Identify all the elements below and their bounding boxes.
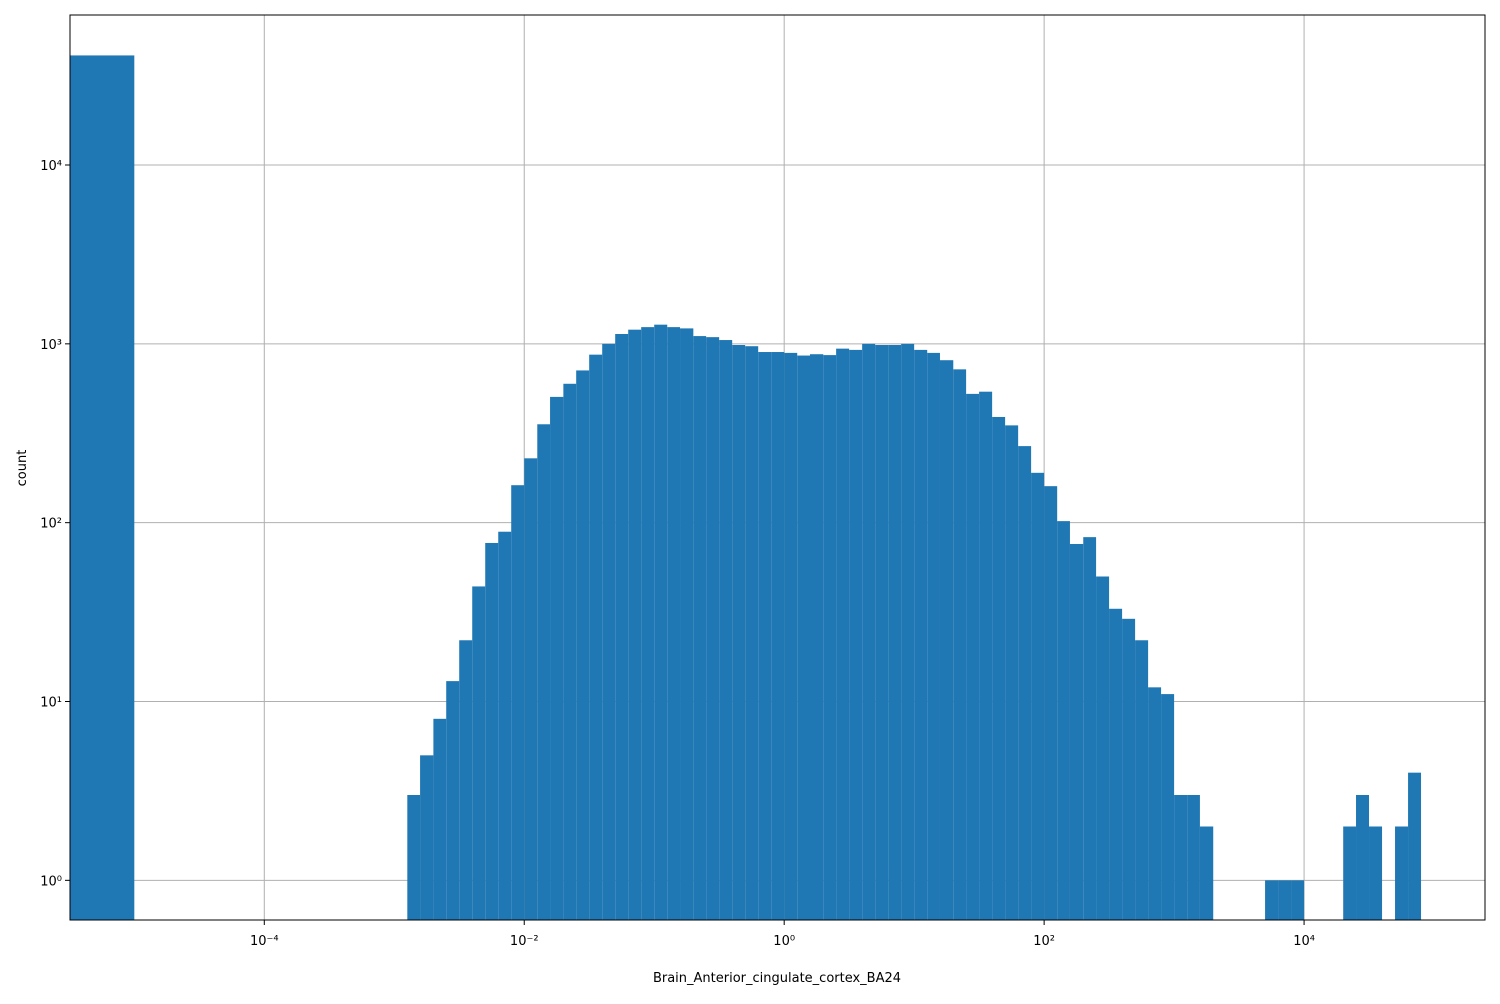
- bar: [1278, 880, 1292, 920]
- bar: [498, 531, 512, 920]
- y-tick-label: 10⁰: [40, 874, 62, 889]
- y-tick-label: 10¹: [40, 695, 62, 710]
- bar: [849, 349, 863, 921]
- bar: [823, 355, 837, 921]
- bar: [888, 345, 902, 920]
- bar: [939, 360, 954, 920]
- bar: [875, 345, 889, 920]
- plot-frame: [69, 14, 1486, 921]
- bar: [979, 391, 993, 920]
- bar: [459, 640, 473, 920]
- y-tick-label: 10²: [40, 517, 62, 532]
- bar: [420, 755, 434, 920]
- bar: [992, 416, 1006, 920]
- y-axis-label: count: [15, 450, 30, 487]
- bar: [1148, 687, 1162, 920]
- bar: [1291, 880, 1305, 920]
- bar: [784, 352, 798, 920]
- bar: [1265, 880, 1279, 920]
- x-tick-label: 10⁰: [773, 934, 795, 949]
- bar: [1122, 618, 1136, 920]
- bar: [576, 370, 590, 920]
- x-axis-label: Brain_Anterior_cingulate_cortex_BA24: [653, 971, 901, 986]
- bar: [914, 349, 928, 921]
- bar: [836, 348, 850, 920]
- bar: [641, 327, 655, 921]
- y-tick-label: 10³: [40, 338, 62, 353]
- bar: [1031, 472, 1045, 920]
- bar: [602, 343, 616, 920]
- bar: [628, 329, 642, 920]
- bar: [810, 354, 824, 921]
- bar: [862, 343, 876, 920]
- bar: [654, 324, 668, 920]
- x-tick-label: 10²: [1033, 934, 1055, 949]
- bar: [1018, 446, 1032, 920]
- bar: [1343, 826, 1357, 920]
- bar: [70, 55, 135, 920]
- bar: [1069, 543, 1084, 920]
- bar: [537, 424, 551, 920]
- bar: [1044, 486, 1058, 920]
- bar: [680, 328, 694, 920]
- bar: [1369, 826, 1383, 920]
- x-tick-label: 10⁻²: [510, 934, 539, 949]
- bar: [407, 795, 421, 920]
- bar: [615, 334, 629, 920]
- bar: [797, 355, 811, 920]
- y-tick-label: 10⁴: [40, 159, 62, 174]
- bar: [563, 383, 577, 920]
- bar: [966, 393, 980, 920]
- bar: [433, 718, 447, 920]
- bar: [1135, 640, 1149, 920]
- bar: [472, 586, 486, 920]
- bar: [1057, 521, 1070, 920]
- bar: [758, 352, 772, 921]
- bar: [524, 458, 538, 920]
- bar: [706, 337, 720, 921]
- bar: [1174, 795, 1188, 920]
- bar: [1408, 772, 1422, 920]
- bar: [1199, 826, 1214, 920]
- bar: [693, 336, 707, 920]
- bar: [550, 396, 564, 920]
- bar: [1083, 537, 1097, 920]
- bar: [901, 343, 915, 920]
- bar: [927, 352, 940, 920]
- bar: [1005, 425, 1019, 920]
- bar: [771, 352, 785, 921]
- bar: [1096, 576, 1110, 920]
- bar: [1356, 795, 1370, 920]
- bar: [485, 542, 499, 920]
- bar: [667, 327, 681, 921]
- bar: [446, 681, 460, 920]
- bar: [511, 485, 525, 920]
- x-tick-label: 10⁻⁴: [250, 934, 279, 949]
- x-tick-label: 10⁴: [1293, 934, 1315, 949]
- bar: [1161, 694, 1175, 920]
- axes-layer: 10⁻⁴ 10⁻² 10⁰ 10² 10⁴ 10⁰ 10¹ 10² 10³ 10⁴: [40, 14, 1486, 949]
- bars-layer: [70, 55, 1422, 921]
- bar: [953, 369, 967, 921]
- bar: [1109, 608, 1123, 920]
- bar: [732, 345, 746, 920]
- bar: [1395, 826, 1409, 920]
- bar: [745, 346, 759, 920]
- bar: [1187, 795, 1200, 920]
- bar: [589, 354, 603, 921]
- bar: [719, 340, 733, 921]
